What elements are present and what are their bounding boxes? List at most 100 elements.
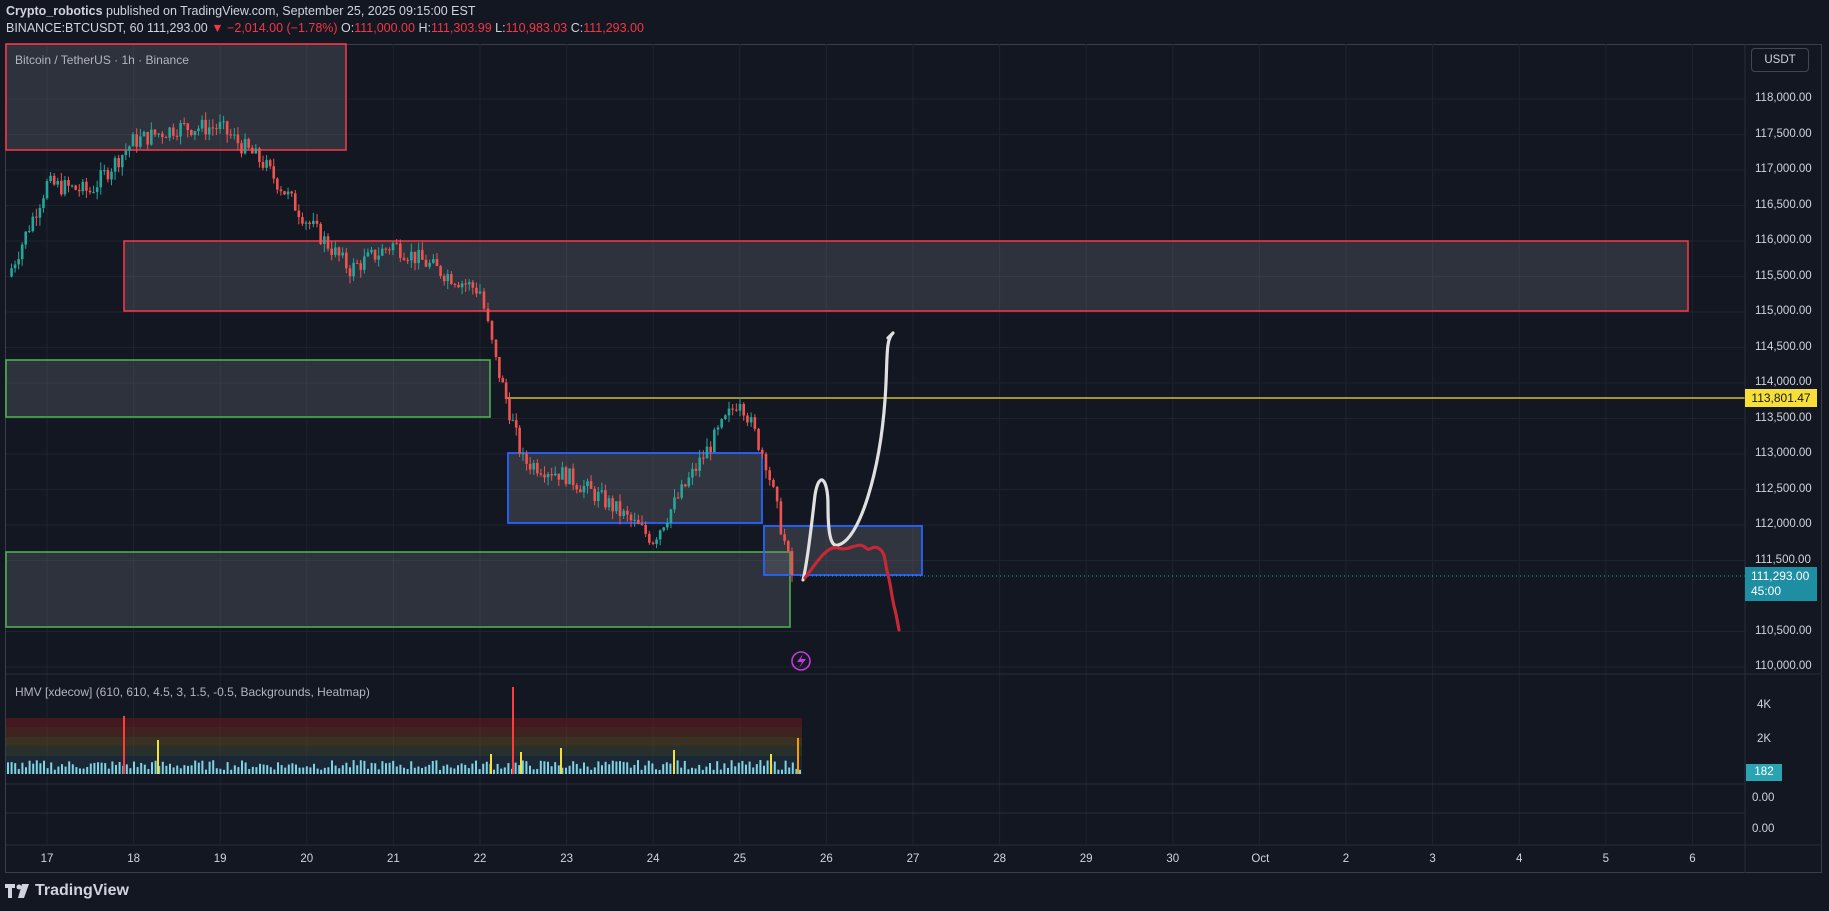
price-change: ▼ −2,014.00 (−1.78%) [211,21,338,35]
candle-body [363,256,366,270]
volume-bar [781,769,783,774]
candle-body [753,417,757,429]
candle-body [615,501,618,512]
volume-bar [385,763,387,774]
volume-bar [255,767,258,774]
candle-body [673,497,676,510]
candle-body [746,415,749,423]
price-tick: 112,500.00 [1755,482,1812,495]
volume-bar [349,767,351,774]
price-tick: 117,000.00 [1755,163,1812,175]
open-value: 111,000.00 [354,21,415,35]
high-value: 111,303.99 [430,21,492,35]
author-name[interactable]: Crypto_robotics [6,4,103,18]
date-tick: 19 [213,853,227,865]
volume-bar [784,760,787,774]
candle-body [146,131,149,145]
demand-zone-upper[interactable] [5,359,491,418]
volume-spike [512,687,514,774]
price-tick: 110,000.00 [1755,660,1812,672]
volume-bar [633,764,636,774]
candle-body [402,257,406,260]
candle-body [222,121,225,123]
volume-bar [352,760,355,774]
projection-drawing-bearish[interactable] [803,543,901,632]
volume-bar [10,762,13,774]
candle-body [186,123,190,130]
candle-body [60,180,63,195]
candle-body [49,175,52,182]
candle-body [727,408,731,416]
volume-bar [53,769,56,774]
volume-bar [579,768,582,774]
price-tick: 117,500.00 [1755,127,1812,140]
candle-body [179,122,182,137]
volume-bar [381,761,384,774]
candle-body [669,509,673,524]
candle-body [254,148,258,154]
candle-body [74,185,77,190]
candle-body [475,287,478,294]
volume-bar [730,760,733,774]
volume-bar [629,767,632,774]
candle-body [731,408,734,410]
volume-spike [673,750,675,774]
candle-body [687,477,691,487]
candle-body [546,474,550,478]
candle-body [648,533,651,543]
volume-bar [518,765,521,774]
candle-body [42,198,45,208]
volume-bar [601,765,603,774]
volume-bar [428,764,431,774]
volume-bar [745,764,747,774]
candle-body [521,453,525,455]
candle-body [518,427,521,454]
candle-body [783,534,786,542]
range-box-current[interactable] [763,525,923,576]
volume-bar [547,761,549,774]
volume-bar [493,769,495,774]
lightning-icon[interactable] [791,651,811,671]
supply-zone-main[interactable] [123,240,1689,312]
indicator-title[interactable]: HMV [xdecow] (610, 610, 4.5, 3, 1.5, -0.… [15,685,370,699]
projection-drawing-bullish[interactable] [801,331,895,582]
volume-bar [464,764,467,774]
volume-bar [539,760,542,774]
candle-body [355,262,359,264]
candle-body [579,489,582,493]
currency-button[interactable]: USDT [1751,48,1809,72]
candle-body [607,498,611,508]
candle-body [250,147,254,154]
demand-zone-lower[interactable] [5,551,791,628]
volume-bar [417,766,420,774]
candle-body [504,382,508,400]
volume-bar [694,768,697,774]
volume-bar [485,761,488,774]
candle-body [63,180,67,195]
range-box-consolidation[interactable] [507,452,763,524]
volume-bar [115,764,117,774]
candle-body [575,485,579,490]
volume-bar [622,761,625,774]
date-tick: 4 [1515,853,1523,865]
candle-body [596,491,600,502]
brand-logo[interactable]: TradingView [5,882,129,900]
date-tick: 23 [560,853,573,865]
volume-bar [503,767,506,774]
volume-bar [7,762,9,774]
candle-body [471,282,475,288]
volume-bar [165,765,168,774]
price-tick: 116,000.00 [1755,234,1812,246]
volume-bar [197,762,200,774]
candle-body [304,222,308,224]
volume-bar [147,769,150,774]
candle-body [424,259,428,267]
candle-body [662,527,666,531]
candle-body [182,122,186,124]
candle-body [724,415,727,420]
chart-title[interactable]: Bitcoin / TetherUS · 1h · Binance [15,53,189,67]
volume-bar [32,763,35,774]
candle-body [380,248,384,256]
supply-zone-top[interactable] [5,43,347,151]
